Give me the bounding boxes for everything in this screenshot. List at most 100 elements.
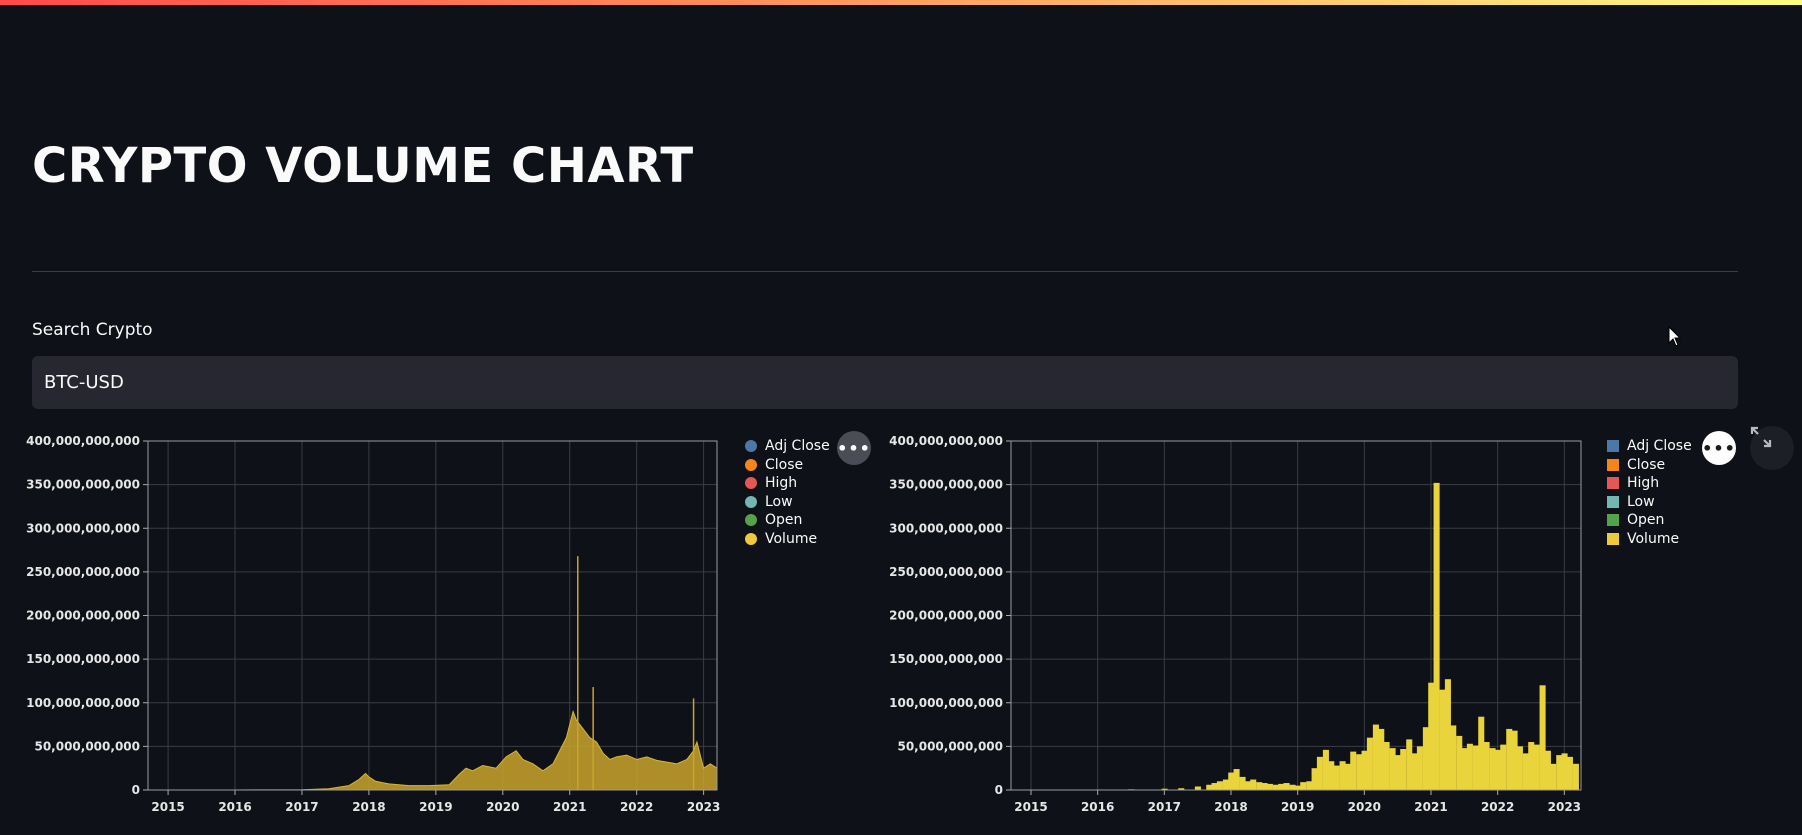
x-tick-label: 2020 <box>486 800 519 814</box>
volume-area <box>147 709 718 791</box>
x-tick-label: 2019 <box>1281 800 1314 814</box>
volume-bar <box>1428 682 1435 790</box>
legend-label: High <box>765 475 798 492</box>
legend-item-close[interactable]: Close <box>1607 456 1692 475</box>
legend-item-adj-close[interactable]: Adj Close <box>745 437 830 456</box>
legend-label: Low <box>1627 493 1655 510</box>
legend-swatch <box>1607 532 1619 545</box>
y-tick-label: 300,000,000,000 <box>26 521 140 535</box>
volume-bar <box>1522 753 1529 790</box>
volume-bar <box>1256 782 1263 790</box>
volume-bar <box>1233 769 1240 790</box>
volume-bar <box>1328 761 1335 790</box>
legend-item-low[interactable]: Low <box>1607 493 1692 512</box>
x-tick-label: 2021 <box>553 800 586 814</box>
volume-bar <box>1178 788 1185 790</box>
y-tick-label: 400,000,000,000 <box>889 434 1003 448</box>
legend-label: Open <box>765 512 803 529</box>
volume-bar <box>1466 743 1473 790</box>
y-tick-label: 250,000,000,000 <box>889 565 1003 579</box>
chart-menu-button-1[interactable]: ••• <box>837 431 871 465</box>
y-tick-label: 50,000,000,000 <box>34 739 140 753</box>
legend-item-high[interactable]: High <box>745 474 830 493</box>
x-tick-label: 2022 <box>620 800 653 814</box>
volume-bar <box>1261 783 1268 790</box>
x-tick-label: 2018 <box>352 800 385 814</box>
legend-label: Close <box>765 456 804 473</box>
y-tick-label: 50,000,000,000 <box>897 739 1003 753</box>
volume-bar <box>1239 776 1246 790</box>
fullscreen-button[interactable] <box>1750 426 1794 470</box>
legend-item-close[interactable]: Close <box>745 456 830 475</box>
plot-frame <box>1010 440 1582 791</box>
legend-item-volume[interactable]: Volume <box>1607 530 1692 549</box>
volume-bar <box>1206 784 1213 790</box>
volume-area-chart: 0 50,000,000,000 100,000,000,000 150,000,00… <box>0 428 871 828</box>
x-tick-label: 2017 <box>1148 800 1181 814</box>
legend-item-low[interactable]: Low <box>745 493 830 512</box>
volume-bar <box>1339 761 1346 790</box>
volume-bar <box>1294 785 1301 790</box>
legend-swatch <box>1607 458 1619 471</box>
volume-bar <box>1366 737 1373 790</box>
volume-bar <box>1300 782 1307 790</box>
volume-bar <box>1161 788 1168 790</box>
page-title: CRYPTO VOLUME CHART <box>32 138 694 194</box>
x-tick-label: 2015 <box>151 800 184 814</box>
volume-bar <box>1228 772 1235 790</box>
legend-item-open[interactable]: Open <box>745 511 830 530</box>
legend-label: Adj Close <box>1627 438 1692 455</box>
legend-item-open[interactable]: Open <box>1607 511 1692 530</box>
legend-label: Close <box>1627 456 1666 473</box>
volume-bar <box>1383 742 1390 790</box>
volume-bar <box>1222 779 1229 790</box>
volume-bar <box>1461 748 1468 790</box>
more-horizontal-icon: ••• <box>837 438 871 458</box>
divider <box>32 271 1738 272</box>
search-label: Search Crypto <box>32 320 153 340</box>
legend-item-high[interactable]: High <box>1607 474 1692 493</box>
y-tick-label: 400,000,000,000 <box>26 434 140 448</box>
y-tick-label: 0 <box>132 783 140 797</box>
legend-swatch <box>745 532 757 545</box>
volume-bar <box>1472 745 1479 790</box>
legend-label: High <box>1627 475 1660 492</box>
search-input[interactable] <box>32 356 1738 409</box>
volume-bar <box>1533 744 1540 790</box>
top-accent-bar <box>0 0 1802 5</box>
volume-bar <box>1411 753 1418 790</box>
volume-bar <box>1433 482 1440 790</box>
volume-bar <box>1322 749 1329 790</box>
volume-bar <box>1344 763 1351 790</box>
legend-item-adj-close[interactable]: Adj Close <box>1607 437 1692 456</box>
y-tick-label: 250,000,000,000 <box>26 565 140 579</box>
volume-bar <box>1406 739 1413 790</box>
volume-bar <box>1550 763 1557 790</box>
volume-bar <box>1556 755 1563 790</box>
x-tick-label: 2023 <box>1548 800 1581 814</box>
more-horizontal-icon: ••• <box>1702 438 1736 458</box>
legend-label: Volume <box>765 530 818 547</box>
volume-bar <box>1422 727 1429 790</box>
legend-label: Adj Close <box>765 438 830 455</box>
chart-menu-button-2[interactable]: ••• <box>1702 431 1736 465</box>
volume-bar <box>1378 728 1385 790</box>
y-tick-label: 350,000,000,000 <box>889 478 1003 492</box>
legend-swatch <box>745 440 757 453</box>
chart-plot-1: 0 50,000,000,000 100,000,000,000 150,000,00… <box>26 434 720 814</box>
volume-bar <box>1272 784 1279 790</box>
volume-bar <box>1356 754 1363 790</box>
volume-bar <box>1494 749 1501 790</box>
legend-label: Volume <box>1627 530 1680 547</box>
volume-bar <box>1216 781 1223 790</box>
volume-bar <box>1456 735 1463 790</box>
mouse-cursor-icon <box>1668 326 1682 347</box>
fullscreen-icon <box>1750 426 1772 448</box>
x-tick-label: 2022 <box>1481 800 1514 814</box>
volume-bar <box>1416 746 1423 790</box>
legend-item-volume[interactable]: Volume <box>745 530 830 549</box>
x-tick-label: 2016 <box>218 800 251 814</box>
volume-bar <box>1506 728 1513 790</box>
volume-bar <box>1450 725 1457 790</box>
volume-bar <box>1333 765 1340 790</box>
